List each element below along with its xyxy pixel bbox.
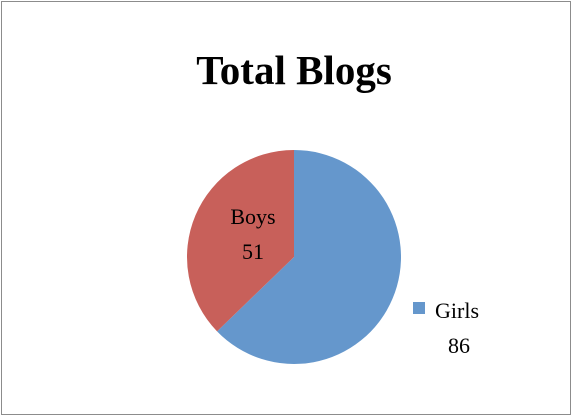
pie-slices (186, 150, 401, 365)
data-label-boys-value: 51 (242, 239, 264, 264)
data-label-girls-name: Girls (435, 298, 479, 323)
data-label-girls-value: 86 (448, 333, 470, 358)
pie-slice-boys (186, 150, 294, 332)
pie-slice-girls (217, 150, 401, 365)
data-label-boys-name: Boys (230, 204, 275, 229)
legend-key-girls (413, 302, 425, 314)
chart-title: Total Blogs (196, 47, 392, 93)
